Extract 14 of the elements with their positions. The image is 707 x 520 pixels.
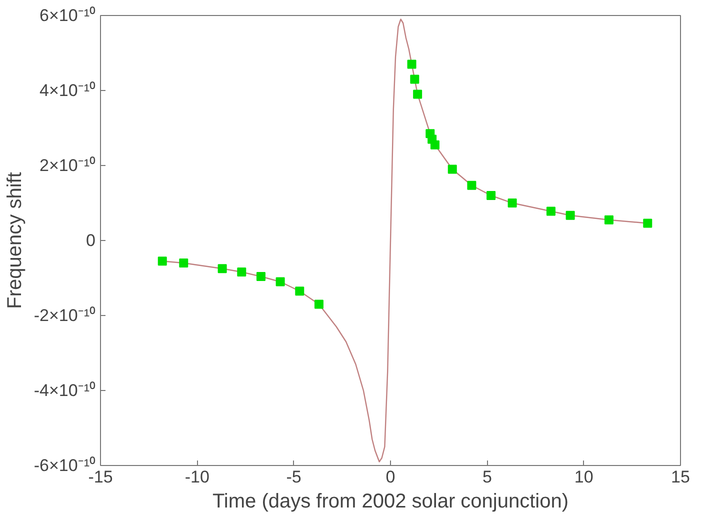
- x-tick-label: 10: [574, 468, 594, 486]
- y-axis-title: Frequency shift: [4, 172, 26, 309]
- y-tick-label: -4×10⁻¹⁰: [34, 381, 96, 400]
- x-tick-label: 0: [386, 468, 396, 486]
- x-tick-label: 15: [671, 468, 690, 486]
- x-tick-label: 5: [482, 468, 492, 486]
- x-tick-label: -5: [286, 468, 302, 486]
- y-tick-label: 6×10⁻¹⁰: [40, 6, 96, 25]
- y-tick-label: 2×10⁻¹⁰: [40, 156, 96, 175]
- y-tick-label: 0: [86, 231, 96, 250]
- x-tick-label: -10: [184, 468, 210, 486]
- x-axis-title: Time (days from 2002 solar conjunction): [212, 490, 569, 512]
- y-tick-label: 4×10⁻¹⁰: [40, 81, 96, 100]
- y-tick-label: -2×10⁻¹⁰: [34, 306, 96, 325]
